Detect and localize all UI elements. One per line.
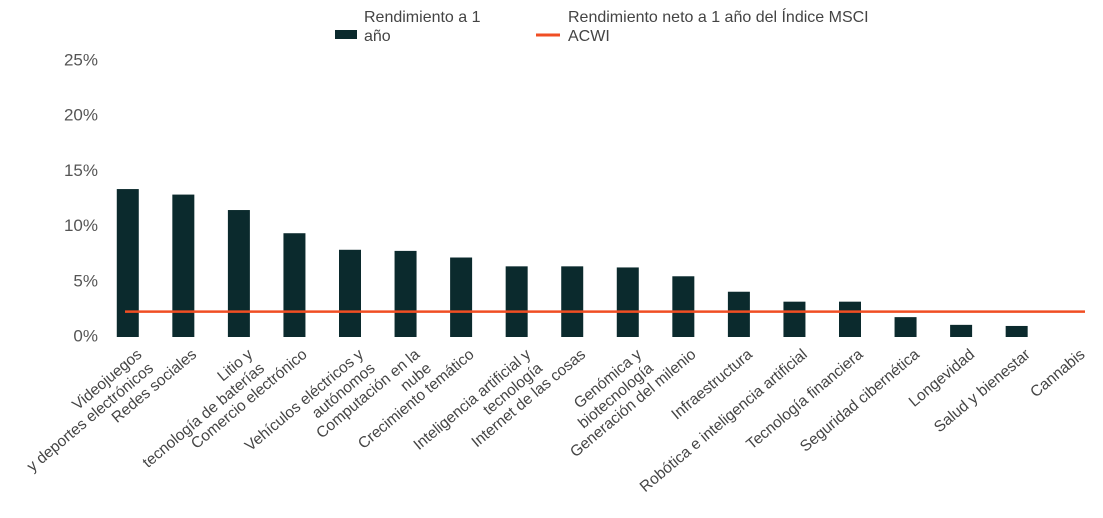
y-tick-label: 15% <box>64 161 98 180</box>
bar <box>950 324 973 337</box>
y-tick-label: 5% <box>73 271 98 290</box>
bar <box>339 249 361 337</box>
bar <box>894 317 917 337</box>
bar <box>116 189 139 337</box>
bar <box>561 266 584 337</box>
y-tick-label: 25% <box>64 50 98 69</box>
legend-swatch <box>335 30 357 39</box>
bar <box>727 291 750 337</box>
bar <box>1005 325 1028 337</box>
bar <box>450 257 473 337</box>
bar <box>616 267 639 337</box>
bar <box>505 266 528 337</box>
bar <box>394 250 417 337</box>
y-tick-label: 20% <box>64 106 98 125</box>
legend-label: Rendimiento neto a 1 año del Índice MSCI… <box>568 9 869 45</box>
bar <box>283 233 306 337</box>
bar <box>172 194 195 337</box>
bar <box>227 210 250 337</box>
bar <box>839 301 861 337</box>
bar <box>672 276 695 337</box>
y-tick-label: 0% <box>73 326 98 345</box>
bar <box>783 301 806 337</box>
y-tick-label: 10% <box>64 216 98 235</box>
legend-label: Rendimiento a 1 año <box>364 9 481 45</box>
